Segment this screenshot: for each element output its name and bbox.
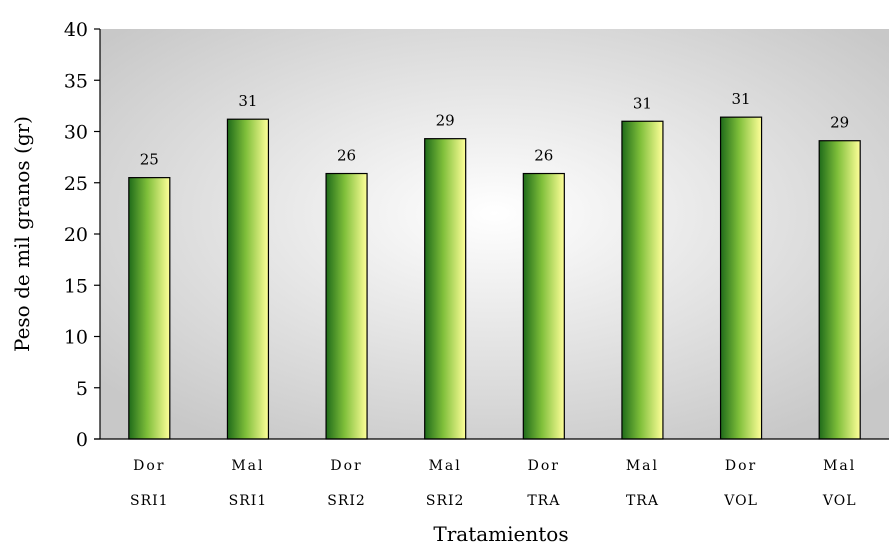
y-tick-label: 25	[64, 173, 88, 195]
bar	[325, 172, 368, 440]
x-tick-label-line1: Dor	[528, 458, 560, 474]
x-tick-label-line1: Mal	[231, 458, 264, 474]
bar	[522, 172, 565, 440]
bars-group	[128, 116, 861, 440]
bar-data-label: 31	[238, 92, 257, 110]
x-tick-label-line2: TRA	[527, 493, 560, 509]
x-tick-label-line1: Dor	[330, 458, 362, 474]
bar	[719, 116, 763, 440]
bar-data-label: 25	[140, 151, 159, 169]
y-axis-label: Peso de mil granos (gr)	[10, 116, 34, 352]
bar-data-label: 31	[633, 94, 652, 112]
x-tick-label-line2: SRI1	[229, 493, 268, 509]
x-axis-label: Tratamientos	[433, 522, 568, 546]
x-tick-label-line2: TRA	[626, 493, 659, 509]
x-tick-label-line1: Dor	[133, 458, 165, 474]
bar	[128, 177, 171, 440]
x-tick-label-line1: Mal	[429, 458, 462, 474]
y-axis-ticks: 0 5 10 15 20 25 30 35 40	[64, 19, 100, 451]
bar-data-label: 29	[830, 114, 849, 132]
bar-data-label: 29	[436, 112, 455, 130]
y-tick-label: 0	[76, 429, 88, 451]
bar-data-label: 26	[337, 147, 356, 165]
bar-data-label: 26	[534, 147, 553, 165]
data-labels-group: 25 31 26 29 26 31 31 29	[140, 90, 849, 168]
bar-data-label: 31	[732, 90, 751, 108]
x-tick-label-line2: VOL	[723, 493, 758, 509]
y-tick-label: 15	[64, 275, 88, 297]
bar	[621, 120, 664, 440]
x-tick-label-line1: Dor	[725, 458, 757, 474]
y-tick-label: 30	[64, 122, 88, 144]
x-tick-label-line1: Mal	[626, 458, 659, 474]
x-tick-label-line1: Mal	[823, 458, 856, 474]
bar	[818, 140, 861, 440]
y-tick-label: 10	[64, 327, 88, 349]
plot-area	[100, 29, 889, 439]
x-axis-tick-labels: Dor SRI1 Mal SRI1 Dor SRI2 Mal SRI2 Dor TRA Mal TRA…	[130, 458, 857, 509]
y-tick-label: 40	[64, 19, 88, 41]
x-tick-label-line2: SRI1	[130, 493, 169, 509]
y-tick-label: 20	[64, 224, 88, 246]
bar	[226, 118, 270, 440]
x-tick-label-line2: SRI2	[426, 493, 465, 509]
x-tick-label-line2: SRI2	[327, 493, 366, 509]
bar	[424, 138, 467, 440]
y-tick-label: 35	[64, 70, 88, 92]
x-tick-label-line2: VOL	[822, 493, 857, 509]
y-tick-label: 5	[76, 378, 88, 400]
